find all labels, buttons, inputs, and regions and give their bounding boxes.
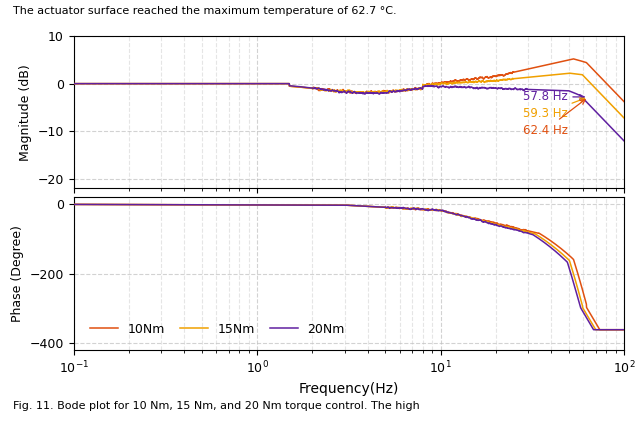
Y-axis label: Phase (Degree): Phase (Degree) <box>11 225 24 322</box>
Text: 57.8 Hz: 57.8 Hz <box>523 90 584 103</box>
20Nm <box>132 202 140 207</box>
10Nm <box>620 327 628 332</box>
20Nm <box>70 202 77 207</box>
15Nm <box>281 202 289 207</box>
15Nm <box>165 202 173 207</box>
15Nm <box>609 327 617 332</box>
15Nm <box>305 203 312 208</box>
Line: 15Nm: 15Nm <box>74 204 624 330</box>
Y-axis label: Magnitude (dB): Magnitude (dB) <box>19 64 32 161</box>
10Nm <box>165 202 173 207</box>
Legend: 10Nm, 15Nm, 20Nm: 10Nm, 15Nm, 20Nm <box>85 318 350 340</box>
X-axis label: Frequency(Hz): Frequency(Hz) <box>299 382 399 396</box>
10Nm <box>305 203 312 208</box>
10Nm <box>70 202 77 207</box>
20Nm <box>609 327 617 332</box>
20Nm <box>620 327 628 332</box>
10Nm <box>596 327 604 332</box>
15Nm <box>592 327 600 332</box>
Text: 62.4 Hz: 62.4 Hz <box>523 100 585 137</box>
Text: The actuator surface reached the maximum temperature of 62.7 °C.: The actuator surface reached the maximum… <box>13 6 396 17</box>
Line: 10Nm: 10Nm <box>74 204 624 330</box>
20Nm <box>281 202 289 207</box>
Line: 20Nm: 20Nm <box>74 204 624 330</box>
15Nm <box>70 202 77 207</box>
15Nm <box>132 202 140 207</box>
Text: Fig. 11. Bode plot for 10 Nm, 15 Nm, and 20 Nm torque control. The high: Fig. 11. Bode plot for 10 Nm, 15 Nm, and… <box>13 401 420 411</box>
20Nm <box>305 203 312 208</box>
20Nm <box>590 327 598 332</box>
10Nm <box>281 202 289 207</box>
Text: 59.3 Hz: 59.3 Hz <box>523 98 584 120</box>
10Nm <box>132 202 140 207</box>
10Nm <box>550 240 557 245</box>
20Nm <box>550 248 557 253</box>
15Nm <box>620 327 628 332</box>
10Nm <box>609 327 617 332</box>
15Nm <box>550 245 557 250</box>
20Nm <box>165 202 173 207</box>
